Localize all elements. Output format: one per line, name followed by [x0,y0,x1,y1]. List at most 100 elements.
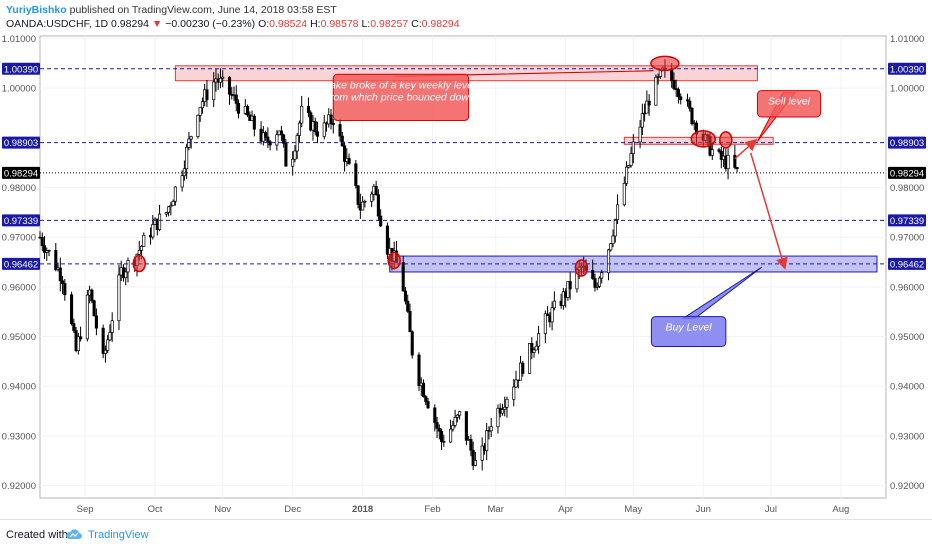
annotation-text: Sell level [768,96,811,108]
down-arrow-icon: ▼ [151,18,163,30]
candle-body [252,115,256,130]
tradingview-brand[interactable]: TradingView [88,529,149,541]
candle-body [164,212,168,215]
candle-body [489,426,493,432]
candle-body [374,185,378,196]
candle-body [246,105,250,116]
candle-body [595,286,599,288]
open-label: O: [258,18,270,30]
touch-marker [690,130,717,148]
published-text: published on TradingView.com, June 14, 2… [69,4,337,16]
x-tick-label: Mar [488,504,504,515]
candle-body [638,126,642,143]
y-tick-label-left: 0.95000 [2,332,36,343]
candle-body [275,134,279,146]
candle-body [236,103,241,114]
author-link[interactable]: YuriyBishko [6,4,67,16]
price-chart[interactable]: Fake broke of a key weekly level,from wh… [0,0,932,519]
x-tick-label: 2018 [352,504,373,515]
candle-body [182,168,186,177]
x-tick-label: May [624,504,642,515]
candle-body [42,245,47,253]
candle-body [672,80,676,89]
close-value: 0.98294 [421,18,460,30]
candle-body [379,215,383,227]
y-tick-label-right: 0.95000 [890,332,924,343]
candle-body [629,153,633,166]
candle-body [94,315,98,329]
candle-body [606,249,611,274]
candle-body [643,112,647,115]
candle-body [719,151,723,160]
candle-body [169,205,173,208]
y-tick-label-left: 0.96000 [2,282,36,293]
annotation-box [756,90,822,118]
candle-body [376,194,380,217]
low-value: 0.98257 [370,18,409,30]
candle-body [449,428,453,443]
candle-body [688,100,692,109]
candle-body [534,345,538,351]
candle-body [676,89,680,98]
candle-body [410,331,414,356]
candle-body [426,401,430,409]
annotations: Fake broke of a key weekly level,from wh… [324,70,822,347]
candle-body [437,427,441,432]
candle-body [710,149,714,156]
candle-body [329,114,333,124]
level-badge-right [888,166,926,179]
annotation-box [332,73,470,121]
candle-body [546,313,550,317]
candle-body [180,175,184,188]
candle-body [137,250,141,255]
y-tick-label-left: 1.01000 [2,34,36,45]
candle-body [631,141,635,155]
candle-body [609,243,613,251]
symbol-name: OANDA:USDCHF, 1D [6,18,109,30]
candle-body [79,336,83,340]
close-label: C: [411,18,422,30]
candle-body [293,150,297,160]
touch-marker [387,251,401,270]
candle-body [106,339,110,351]
created-with-text: Created with [6,529,68,541]
candle-body [221,76,225,79]
projection-arrow [734,138,758,160]
candle-body [76,336,80,351]
markers [132,55,733,277]
high-label: H: [310,18,321,30]
candle-body [139,246,144,251]
y-tick-label-left: 0.92000 [2,481,36,492]
touch-marker [650,55,680,72]
candle-body [615,204,620,220]
y-tick-label-right: 1.01000 [890,34,924,45]
candle-body [347,157,351,165]
candle-body [110,320,114,333]
grid [40,36,886,498]
level-badge-right [888,136,926,149]
level-badge-label-left: 1.00390 [4,64,38,75]
candle-body [473,460,477,466]
candle-body [566,281,570,298]
candle-body [735,167,739,170]
candle-body [625,166,629,184]
candle-body [421,382,426,398]
level-badge-left [2,257,40,270]
candle-body [72,323,76,331]
candle-body [158,213,162,230]
candle-body [471,449,475,466]
y-tick-label-right: 1.00000 [890,84,924,95]
candle-body [187,138,191,148]
candle-body [442,441,446,443]
candle-body [685,99,690,102]
candle-body [227,76,232,95]
y-tick-label-left: 0.97000 [2,233,36,244]
touch-marker [574,259,589,277]
candle-body [453,417,457,426]
candle-body [469,439,473,451]
candle-body [505,398,509,408]
candle-body [198,107,202,116]
candle-body [313,121,317,133]
candle-body [63,283,67,296]
candle-body [266,136,270,143]
